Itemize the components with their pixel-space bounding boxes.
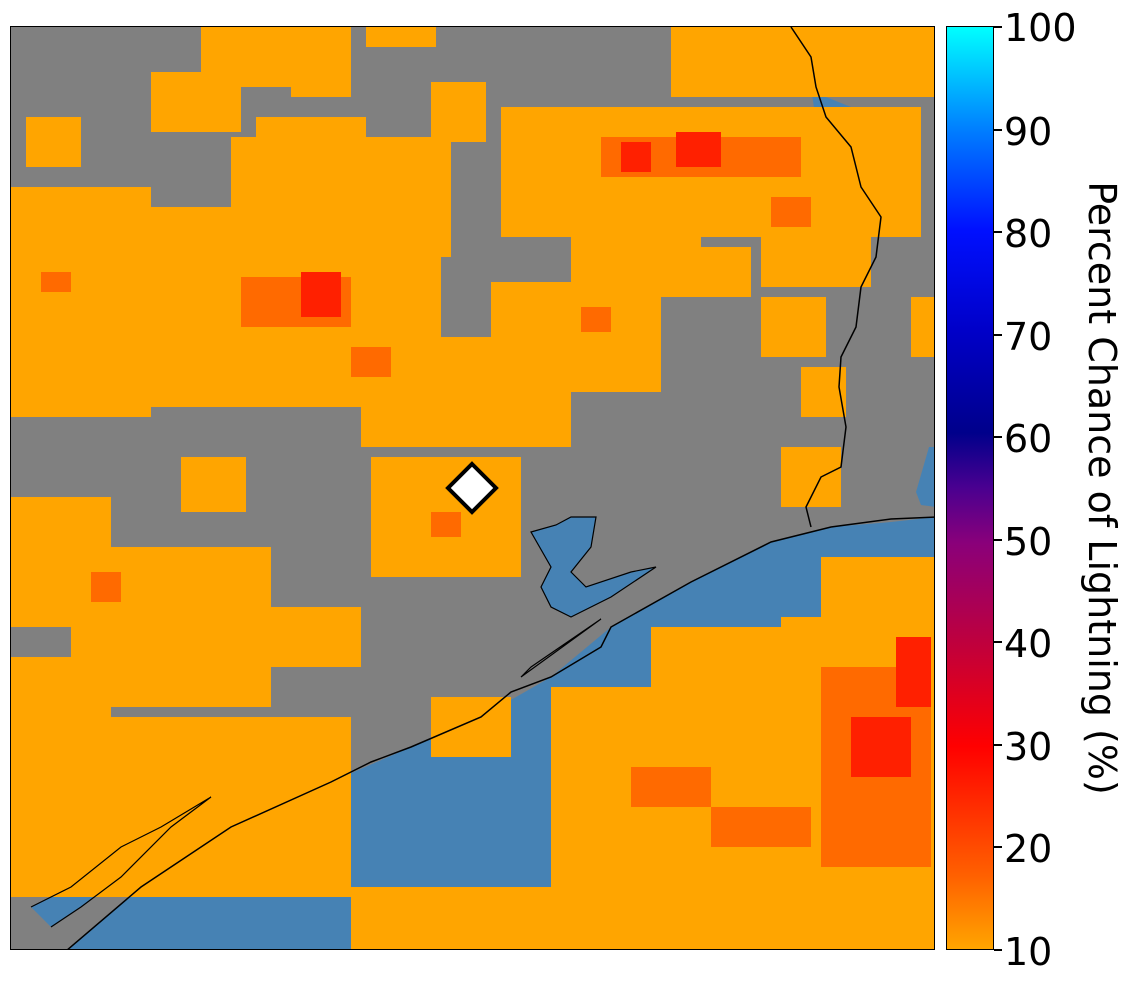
colorbar-tick <box>994 231 1002 233</box>
bay-outline-west <box>30 796 212 928</box>
colorbar-tick-label: 70 <box>1004 315 1053 359</box>
coastline <box>67 516 934 949</box>
lightning-probability-map <box>10 26 935 950</box>
colorbar-tick-label: 90 <box>1004 110 1053 154</box>
colorbar-label: Percent Chance of Lightning (%) <box>1080 181 1124 795</box>
colorbar-tick <box>994 436 1002 438</box>
location-marker-diamond <box>445 461 499 515</box>
colorbar-tick-label: 100 <box>1004 6 1077 50</box>
colorbar-tick-label: 40 <box>1004 622 1053 666</box>
map-svg <box>11 27 934 949</box>
colorbar-tick <box>994 334 1002 336</box>
colorbar-tick <box>994 949 1002 951</box>
colorbar <box>946 26 994 950</box>
bay-water <box>531 517 656 617</box>
colorbar-tick <box>994 744 1002 746</box>
colorbar-tick-label: 80 <box>1004 212 1053 256</box>
state-border-river <box>790 27 882 528</box>
colorbar-tick <box>994 641 1002 643</box>
colorbar-tick <box>994 129 1002 131</box>
colorbar-tick-label: 50 <box>1004 520 1053 564</box>
bay-outline <box>530 516 657 618</box>
colorbar-tick <box>994 539 1002 541</box>
lake-water-east <box>916 447 934 507</box>
colorbar-tick-label: 20 <box>1004 827 1053 871</box>
colorbar-tick <box>994 26 1002 28</box>
colorbar-tick-label: 30 <box>1004 725 1053 769</box>
colorbar-tick-label: 10 <box>1004 930 1053 974</box>
lightning-high-areas <box>301 132 931 777</box>
colorbar-tick-label: 60 <box>1004 417 1053 461</box>
colorbar-tick <box>994 846 1002 848</box>
barrier-island <box>520 618 602 678</box>
